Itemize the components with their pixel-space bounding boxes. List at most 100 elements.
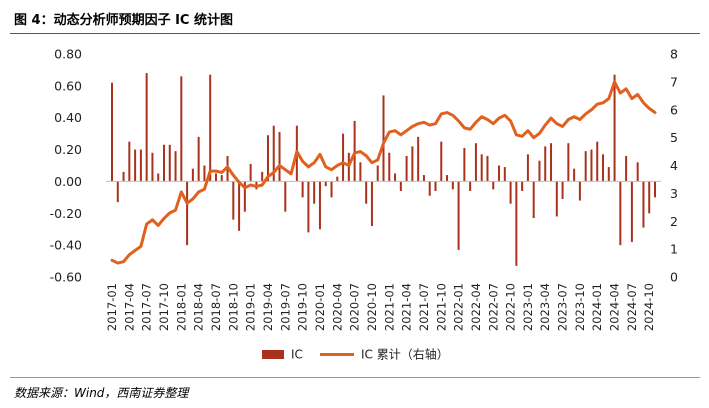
chart-title: 图 4：动态分析师预期因子 IC 统计图 (14, 13, 234, 28)
ic-bar (145, 73, 148, 182)
ic-bar (532, 181, 535, 219)
cumulative-ic-line (110, 80, 657, 265)
x-tick-label: 2023-01 (521, 283, 535, 331)
ic-bar (434, 181, 437, 191)
x-tick-label: 2022-01 (452, 283, 466, 331)
ic-bar (209, 74, 212, 182)
ic-bar (353, 120, 356, 182)
left-tick-label: 0.40 (54, 110, 82, 125)
legend-ic-label: IC (291, 348, 303, 362)
ic-bar (347, 152, 350, 182)
ic-bar (157, 173, 160, 182)
right-tick-label: 4 (670, 158, 678, 173)
x-tick-label: 2020-04 (330, 283, 344, 331)
x-tick-label: 2019-10 (296, 283, 310, 331)
x-tick-label: 2022-07 (486, 283, 500, 331)
x-tick-label: 2021-01 (382, 283, 396, 331)
left-tick-label: 0.00 (54, 174, 82, 189)
ic-bar (382, 95, 385, 182)
ic-bar (342, 133, 345, 182)
ic-bar (151, 152, 154, 182)
x-tick-label: 2018-04 (192, 283, 206, 331)
left-tick-label: -0.40 (50, 238, 82, 253)
x-tick-label: 2024-01 (590, 283, 604, 331)
x-tick-label: 2024-04 (608, 283, 622, 331)
right-tick-label: 7 (670, 74, 678, 89)
ic-bar (168, 144, 171, 182)
left-tick-label: 0.60 (54, 78, 82, 93)
ic-bar (446, 175, 449, 182)
ic-bar (272, 125, 275, 182)
ic-bar (654, 181, 656, 198)
ic-bar (630, 181, 633, 242)
ic-bar (376, 165, 379, 182)
ic-bar (503, 167, 506, 182)
ic-bar (428, 181, 431, 196)
ic-bar (417, 136, 420, 182)
ic-bar (278, 132, 281, 182)
ic-bar (405, 155, 408, 182)
ic-bar (139, 149, 142, 182)
ic-bar (186, 181, 189, 246)
ic-bar (457, 181, 460, 250)
ic-bar (515, 181, 518, 266)
ic-bar (486, 155, 489, 182)
x-tick-label: 2019-07 (278, 283, 292, 331)
ic-bar (573, 168, 576, 182)
ic-bar (261, 171, 264, 182)
ic-bar (590, 149, 593, 182)
ic-bar (394, 173, 397, 182)
ic-bar (336, 176, 339, 182)
ic-bar (411, 146, 414, 182)
ic-bar (538, 160, 541, 182)
ic-bar (636, 162, 639, 182)
ic-bar (162, 144, 165, 182)
x-axis-ticks: 2017-01 2017-04 2017-07 2017-10 2018-01 2018-… (105, 283, 656, 331)
ic-bars (111, 73, 656, 266)
x-tick-label: 2019-01 (244, 283, 258, 331)
title-rule (10, 33, 700, 34)
ic-bar (249, 163, 252, 182)
x-tick-label: 2020-10 (365, 283, 379, 331)
ic-bar (365, 181, 368, 204)
x-tick-label: 2017-04 (122, 283, 136, 331)
ic-bar (463, 147, 466, 182)
left-tick-label: 0.80 (54, 47, 82, 62)
left-tick-label: 0.20 (54, 142, 82, 157)
ic-bar (584, 151, 587, 182)
ic-bar (544, 146, 547, 182)
x-tick-label: 2024-07 (625, 283, 639, 331)
legend-cumulative-label: IC 累计（右轴） (361, 347, 449, 362)
ic-bar (521, 181, 524, 191)
x-tick-label: 2022-10 (504, 283, 518, 331)
left-tick-label: -0.20 (50, 206, 82, 221)
ic-bar (422, 175, 425, 182)
ic-bar (301, 181, 304, 198)
ic-bar (284, 181, 287, 212)
left-axis-ticks: 0.80 0.60 0.40 0.20 0.00 -0.20 -0.40 -0.60 (50, 47, 82, 285)
x-tick-label: 2018-07 (209, 283, 223, 331)
ic-bar (359, 162, 362, 182)
ic-bar (313, 181, 316, 204)
ic-bar (602, 154, 605, 182)
ic-bar (174, 151, 177, 182)
right-tick-label: 1 (670, 242, 678, 257)
ic-bar (116, 181, 119, 203)
x-tick-label: 2018-10 (226, 283, 240, 331)
footer-rule (10, 377, 700, 378)
x-tick-label: 2017-10 (157, 283, 171, 331)
source-note: 数据来源：Wind，西南证券整理 (14, 386, 189, 400)
right-axis-ticks: 8 7 6 5 4 3 2 1 0 (670, 47, 678, 285)
x-tick-label: 2023-10 (573, 283, 587, 331)
ic-bar (220, 175, 223, 182)
right-tick-label: 2 (670, 214, 678, 229)
x-tick-label: 2021-04 (400, 283, 414, 331)
x-tick-label: 2017-01 (105, 283, 119, 331)
ic-bar (613, 74, 616, 182)
ic-bar (625, 155, 628, 182)
ic-bar (492, 181, 495, 190)
ic-bar (440, 141, 443, 182)
left-tick-label: -0.60 (50, 270, 82, 285)
ic-bar (509, 181, 512, 204)
